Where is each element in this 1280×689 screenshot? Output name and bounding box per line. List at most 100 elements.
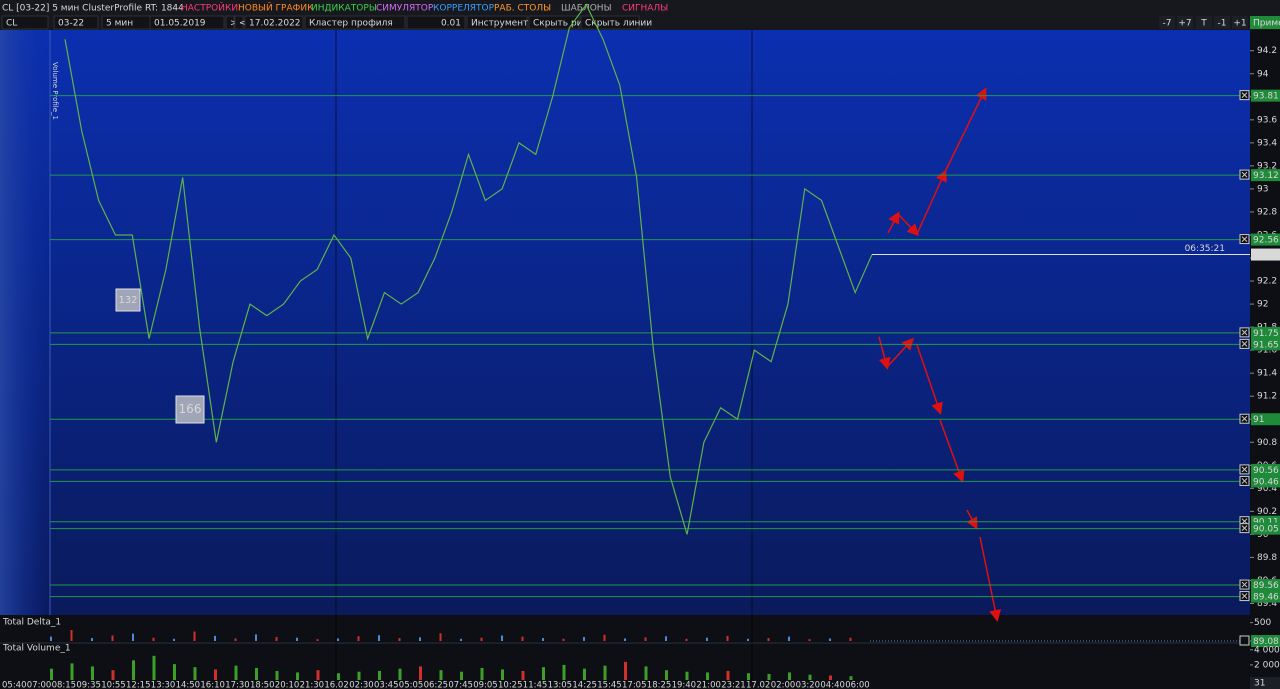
toolbar-button[interactable] bbox=[1177, 16, 1193, 29]
toolbar-button-text[interactable]: -1 bbox=[1218, 19, 1227, 29]
time-label: 18:25 bbox=[647, 681, 672, 689]
toolbar-button-text[interactable]: Примен bbox=[1253, 19, 1280, 29]
level-label-bg bbox=[1251, 413, 1280, 426]
level-remove-x bbox=[1241, 341, 1248, 347]
menu-item[interactable]: НАСТРОЙКИ bbox=[181, 2, 238, 14]
time-label: 12:15 bbox=[126, 681, 151, 689]
volume-bar bbox=[849, 676, 853, 680]
y-tick-label: 92.2 bbox=[1257, 277, 1277, 287]
toolbar-button[interactable] bbox=[1214, 16, 1230, 29]
time-label: 21:00 bbox=[696, 681, 721, 689]
toolbar-text[interactable]: < bbox=[239, 19, 247, 29]
delta-bar bbox=[542, 638, 544, 641]
y-tick-label: 94 bbox=[1257, 69, 1269, 79]
delta-bar bbox=[234, 638, 237, 641]
menu-item[interactable]: СИМУЛЯТОР bbox=[376, 4, 434, 14]
time-label: 21:30 bbox=[300, 681, 325, 689]
delta-bar bbox=[521, 636, 524, 641]
time-label: 07:00 bbox=[27, 681, 52, 689]
toolbar-text[interactable]: 01.05.2019 bbox=[154, 19, 206, 29]
menu-item[interactable]: ШАБЛОНЫ bbox=[561, 4, 612, 14]
time-label: 14:25 bbox=[572, 681, 597, 689]
volume-bar bbox=[460, 671, 463, 680]
toolbar-text[interactable]: Кластер профиля bbox=[309, 19, 393, 29]
level-remove-x bbox=[1241, 171, 1248, 178]
volume-bar bbox=[685, 671, 689, 680]
toolbar-field[interactable] bbox=[1, 15, 49, 30]
toolbar-text[interactable]: Инструменты bbox=[471, 19, 535, 29]
time-label: 19:40 bbox=[672, 681, 697, 689]
delta-bar bbox=[849, 637, 852, 641]
menu-item[interactable]: НОВЫЙ ГРАФИК bbox=[238, 2, 314, 14]
level-label-bg bbox=[1251, 169, 1280, 182]
level-label: 89.56 bbox=[1253, 581, 1279, 591]
delta-bar bbox=[378, 635, 380, 641]
current-price-label: 92.43 bbox=[1253, 251, 1279, 261]
delta-bar bbox=[480, 637, 483, 641]
toolbar-field[interactable] bbox=[580, 15, 640, 30]
toolbar-field[interactable] bbox=[304, 15, 406, 30]
time-label: 06:00 bbox=[845, 681, 870, 689]
toolbar-text[interactable]: 17.02.2022 bbox=[249, 19, 301, 29]
time-label: 13:30 bbox=[151, 681, 176, 689]
y-tick-label: 93.2 bbox=[1257, 161, 1277, 171]
toolbar-field[interactable] bbox=[466, 15, 528, 30]
toolbar-field[interactable] bbox=[406, 15, 466, 30]
toolbar-field[interactable] bbox=[234, 15, 244, 30]
toolbar-field[interactable] bbox=[244, 15, 304, 30]
toolbar-text[interactable]: 5 мин bbox=[106, 19, 133, 29]
toolbar-field[interactable] bbox=[149, 15, 225, 30]
toolbar-field[interactable] bbox=[53, 15, 99, 30]
volume-bar bbox=[808, 674, 812, 680]
time-label: 20:10 bbox=[275, 681, 300, 689]
toolbar-text[interactable]: Скрыть рис. bbox=[533, 19, 590, 29]
time-axis-bg bbox=[0, 680, 1250, 689]
toolbar-text[interactable]: Скрыть линии bbox=[585, 19, 652, 29]
corner-bg bbox=[1250, 677, 1280, 689]
menu-item[interactable]: ИНДИКАТОРЫ bbox=[311, 4, 377, 14]
menu-item[interactable]: СИГНАЛЫ bbox=[622, 4, 668, 14]
volume-bar bbox=[767, 673, 771, 680]
delta-bar bbox=[788, 636, 790, 641]
delta-bar bbox=[70, 630, 73, 641]
toolbar-button-text[interactable]: T bbox=[1200, 19, 1207, 29]
delta-bar bbox=[193, 631, 196, 641]
toolbar-text[interactable]: > bbox=[230, 19, 238, 29]
y-tick-label: 89.4 bbox=[1257, 599, 1277, 609]
level-label-bg bbox=[1251, 522, 1280, 535]
delta-bar bbox=[214, 635, 216, 641]
level-label: 91.75 bbox=[1253, 329, 1279, 339]
delta-bar bbox=[665, 636, 667, 641]
toolbar-field[interactable] bbox=[225, 15, 235, 30]
toolbar-text[interactable]: CL bbox=[6, 19, 17, 29]
volume-bar bbox=[603, 665, 607, 680]
chart-area bbox=[0, 30, 1250, 615]
menu-item[interactable]: КОРРЕЛЯТОР bbox=[433, 4, 495, 14]
volume-bar bbox=[398, 668, 402, 680]
toolbar-text[interactable]: 03-22 bbox=[58, 19, 84, 29]
toolbar-button-text[interactable]: -7 bbox=[1163, 19, 1172, 29]
time-label: 14:50 bbox=[176, 681, 201, 689]
toolbar-button-text[interactable]: +7 bbox=[1178, 19, 1191, 29]
toolbar-button[interactable] bbox=[1232, 16, 1248, 29]
level-label: 90.46 bbox=[1253, 477, 1279, 487]
delta-bar bbox=[50, 636, 52, 641]
menu-item[interactable]: РАБ. СТОЛЫ bbox=[494, 4, 551, 14]
volume-bar bbox=[501, 669, 504, 680]
toolbar-field[interactable] bbox=[528, 15, 580, 30]
drawn-arrows bbox=[878, 87, 1002, 622]
level-remove-x bbox=[1241, 581, 1248, 588]
toolbar-button[interactable] bbox=[1159, 16, 1175, 29]
toolbar-button[interactable] bbox=[1196, 16, 1212, 29]
level-remove[interactable] bbox=[1239, 635, 1250, 646]
level-label: 89.08 bbox=[1253, 637, 1279, 647]
toolbar-button[interactable] bbox=[1250, 16, 1280, 29]
time-label: 18:50 bbox=[250, 681, 275, 689]
annotation: 132 bbox=[118, 295, 137, 306]
time-label: 10:25 bbox=[498, 681, 523, 689]
toolbar-text[interactable]: 0.01 bbox=[441, 19, 461, 29]
level-remove-x bbox=[1241, 236, 1248, 242]
toolbar-button-text[interactable]: +1 bbox=[1233, 19, 1246, 29]
